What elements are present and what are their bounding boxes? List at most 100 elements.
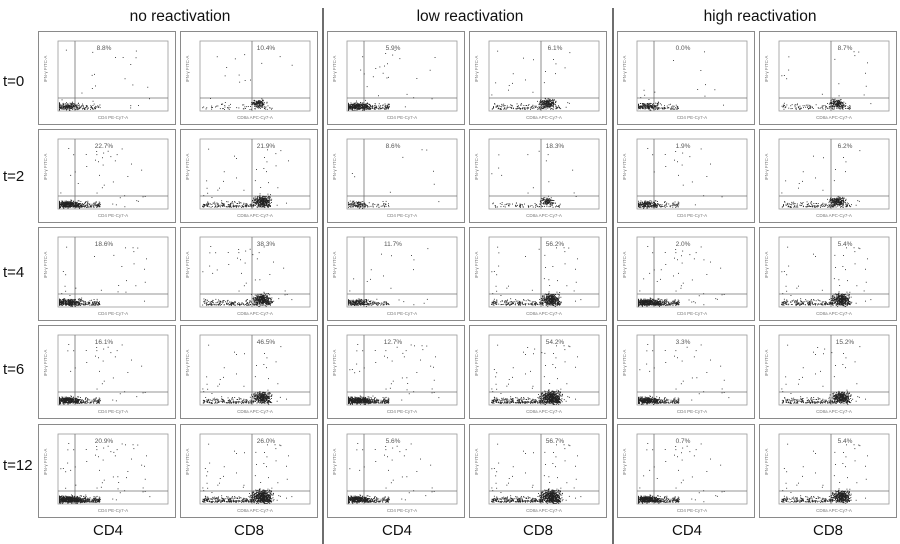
plot-area [778,433,890,505]
scatter-points [781,246,872,307]
scatter-points [348,248,429,307]
x-axis-label: CD4 PE-Cy7-A [677,115,707,120]
gate-percentage-label: 6.1% [548,45,563,52]
y-axis-label: IFN-γ FITC-A [332,154,337,181]
gate-percentage-label: 56.2% [546,241,565,248]
y-axis-label: IFN-γ FITC-A [185,449,190,476]
scatter-plot: 6.1% IFN-γ FITC-A CD8a APC-Cy7-A [469,31,607,125]
panel-frame [469,424,607,518]
x-axis-label: CD8a APC-Cy7-A [526,213,562,218]
scatter-plot: 8.7% IFN-γ FITC-A CD8a APC-Cy7-A [759,31,897,125]
scatter-panel: 56.2% IFN-γ FITC-A CD8a APC-Cy7-A [469,227,607,321]
scatter-points [638,344,730,405]
plot-area [636,236,748,308]
scatter-panel: 5.9% IFN-γ FITC-A CD4 PE-Cy7-A [327,31,465,125]
plot-area [488,138,600,210]
x-axis-label: CD8a APC-Cy7-A [816,213,852,218]
scatter-points [348,50,436,111]
scatter-points [202,148,289,208]
y-axis-label: IFN-γ FITC-A [764,56,769,83]
x-axis-label: CD4 PE-Cy7-A [677,213,707,218]
x-axis-label: CD8a APC-Cy7-A [816,409,852,414]
y-axis-label: IFN-γ FITC-A [43,252,48,279]
scatter-points [638,51,724,111]
group-title-high-reactivation: high reactivation [703,8,817,25]
gate-percentage-label: 6.2% [838,143,853,150]
scatter-panel: 6.2% IFN-γ FITC-A CD8a APC-Cy7-A [759,129,897,223]
plot-area [346,138,458,210]
scatter-plot: 10.4% IFN-γ FITC-A CD8a APC-Cy7-A [180,31,318,125]
scatter-plot: 1.9% IFN-γ FITC-A CD4 PE-Cy7-A [617,129,755,223]
group-title-no-reactivation: no reactivation [129,8,231,25]
scatter-plot: 8.6% IFN-γ FITC-A CD4 PE-Cy7-A [327,129,465,223]
scatter-panel: 8.6% IFN-γ FITC-A CD4 PE-Cy7-A [327,129,465,223]
scatter-plot: 54.2% IFN-γ FITC-A CD8a APC-Cy7-A [469,325,607,419]
panel-frame [759,227,897,321]
x-axis-label: CD8a APC-Cy7-A [237,115,273,120]
gate-percentage-label: 11.7% [384,241,402,248]
gate-percentage-label: 12.7% [384,339,403,346]
scatter-points [59,443,151,504]
plot-area [346,334,458,406]
plot-area [57,138,169,210]
x-axis-label: CD4 PE-Cy7-A [98,213,128,218]
y-axis-label: IFN-γ FITC-A [185,154,190,181]
gate-percentage-label: 8.6% [386,143,401,150]
scatter-panel: 10.4% IFN-γ FITC-A CD8a APC-Cy7-A [180,31,318,125]
plot-area [346,40,458,112]
scatter-panel: 2.0% IFN-γ FITC-A CD4 PE-Cy7-A [617,227,755,321]
gate-percentage-label: 10.4% [257,45,276,52]
scatter-panel: 5.4% IFN-γ FITC-A CD8a APC-Cy7-A [759,424,897,518]
scatter-points [202,54,293,110]
scatter-panel: 54.2% IFN-γ FITC-A CD8a APC-Cy7-A [469,325,607,419]
gate-percentage-label: 26.0% [257,438,276,445]
group-divider-1 [322,8,324,544]
x-axis-label: CD4 PE-Cy7-A [387,213,417,218]
x-axis-label: CD8a APC-Cy7-A [237,409,273,414]
scatter-plot: 15.2% IFN-γ FITC-A CD8a APC-Cy7-A [759,325,897,419]
x-axis-label: CD8a APC-Cy7-A [526,311,562,316]
plot-area [199,433,311,505]
panel-frame [759,129,897,223]
plot-area [636,334,748,406]
plot-area [199,334,311,406]
scatter-points [491,246,582,307]
gate-percentage-label: 0.0% [676,45,691,52]
plot-area [636,138,748,210]
scatter-plot: 26.0% IFN-γ FITC-A CD8a APC-Cy7-A [180,424,318,518]
scatter-plot: 5.6% IFN-γ FITC-A CD4 PE-Cy7-A [327,424,465,518]
gate-percentage-label: 3.3% [676,339,691,346]
scatter-panel: 20.9% IFN-γ FITC-A CD4 PE-Cy7-A [38,424,176,518]
scatter-points [348,344,440,405]
x-axis-label: CD4 PE-Cy7-A [98,115,128,120]
panel-frame [759,31,897,125]
scatter-plot: 5.4% IFN-γ FITC-A CD8a APC-Cy7-A [759,424,897,518]
scatter-panel: 46.5% IFN-γ FITC-A CD8a APC-Cy7-A [180,325,318,419]
plot-area [636,433,748,505]
y-axis-label: IFN-γ FITC-A [474,56,479,83]
scatter-plot: 5.9% IFN-γ FITC-A CD4 PE-Cy7-A [327,31,465,125]
x-axis-label: CD4 PE-Cy7-A [387,311,417,316]
scatter-points [781,344,866,405]
plot-area [488,236,600,308]
gate-percentage-label: 46.5% [257,339,276,346]
x-axis-label: CD8a APC-Cy7-A [816,115,852,120]
scatter-points [638,246,725,307]
scatter-plot: 11.7% IFN-γ FITC-A CD4 PE-Cy7-A [327,227,465,321]
scatter-plot: 20.9% IFN-γ FITC-A CD4 PE-Cy7-A [38,424,176,518]
scatter-panel: 6.1% IFN-γ FITC-A CD8a APC-Cy7-A [469,31,607,125]
y-axis-label: IFN-γ FITC-A [474,350,479,377]
time-label-t4: t=4 [3,264,25,281]
scatter-panel: 1.9% IFN-γ FITC-A CD4 PE-Cy7-A [617,129,755,223]
time-label-t2: t=2 [3,168,25,185]
x-axis-label: CD4 PE-Cy7-A [387,508,417,513]
gate-percentage-label: 20.9% [95,438,114,445]
column-label-cd8-low: CD8 [522,522,553,539]
scatter-panel: 26.0% IFN-γ FITC-A CD8a APC-Cy7-A [180,424,318,518]
panel-frame [180,31,318,125]
scatter-panel: 8.8% IFN-γ FITC-A CD4 PE-Cy7-A [38,31,176,125]
gate-percentage-label: 18.3% [546,143,565,150]
x-axis-label: CD8a APC-Cy7-A [526,409,562,414]
scatter-panel: 11.7% IFN-γ FITC-A CD4 PE-Cy7-A [327,227,465,321]
gate-percentage-label: 5.6% [386,438,401,445]
